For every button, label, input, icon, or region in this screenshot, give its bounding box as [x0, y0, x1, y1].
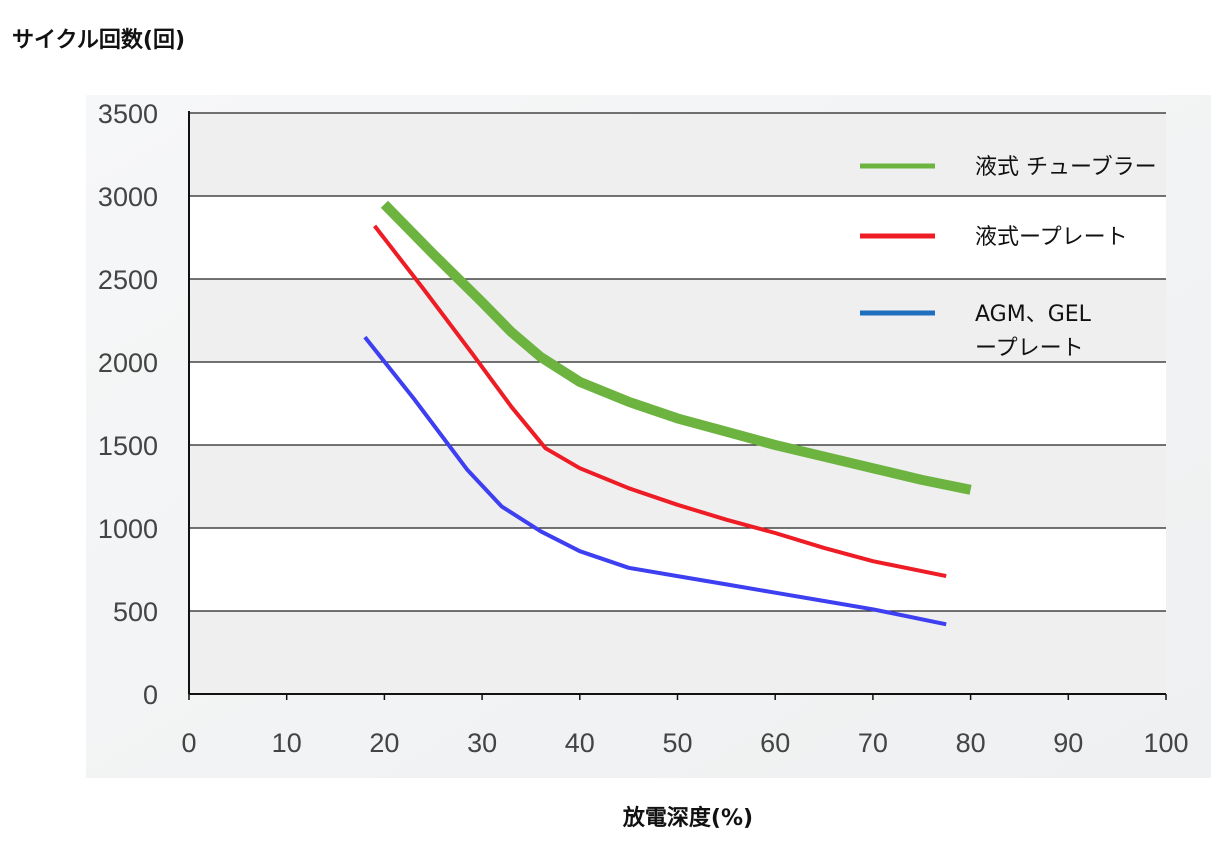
legend-label: 液式ープレート	[975, 225, 1128, 250]
series-line	[373, 224, 947, 579]
plot-bands	[189, 113, 1166, 694]
plot-band	[189, 362, 1166, 445]
grid-lines	[189, 112, 1166, 612]
y-tick-label: 0	[143, 680, 158, 710]
x-tick-label: 100	[1143, 728, 1188, 758]
x-tick-label: 50	[662, 728, 692, 758]
series-line	[380, 200, 972, 495]
legend-label: AGM、GEL	[975, 302, 1092, 327]
y-axis-title: サイクル回数(回)	[12, 28, 186, 53]
x-tick-label: 30	[467, 728, 497, 758]
plot-band	[189, 196, 1166, 279]
y-tick-label: 2000	[98, 348, 158, 378]
x-tick-label: 40	[565, 728, 595, 758]
x-tick-label: 90	[1053, 728, 1083, 758]
x-tick-label: 20	[369, 728, 399, 758]
x-tick-label: 10	[272, 728, 302, 758]
y-tick-label: 3000	[98, 182, 158, 212]
y-tick-label: 1000	[98, 514, 158, 544]
y-tick-label: 500	[113, 597, 158, 627]
plot-band	[189, 528, 1166, 611]
y-tick-label: 2500	[98, 265, 158, 295]
legend-label: 液式 チューブラー	[975, 155, 1157, 180]
plot-band	[189, 113, 1166, 196]
y-tick-label: 3500	[98, 99, 158, 129]
plot-band	[189, 611, 1166, 694]
y-tick-label: 1500	[98, 431, 158, 461]
legend-label: ープレート	[975, 336, 1084, 361]
x-tick-label: 60	[760, 728, 790, 758]
x-axis-title: 放電深度(%)	[622, 806, 754, 831]
x-tick-label: 0	[181, 728, 196, 758]
y-tick-labels: 0 500 1000 1500 2000 2500 3000 3500	[98, 99, 158, 710]
axes	[188, 111, 1167, 700]
series-lines	[363, 200, 972, 627]
plot-band	[189, 445, 1166, 528]
series-line	[363, 335, 947, 627]
x-tick-labels: 0 10 20 30 40 50 60 70 80 90 100	[181, 728, 1188, 758]
x-tick-label: 80	[956, 728, 986, 758]
plot-band	[189, 279, 1166, 362]
x-tick-label: 70	[858, 728, 888, 758]
